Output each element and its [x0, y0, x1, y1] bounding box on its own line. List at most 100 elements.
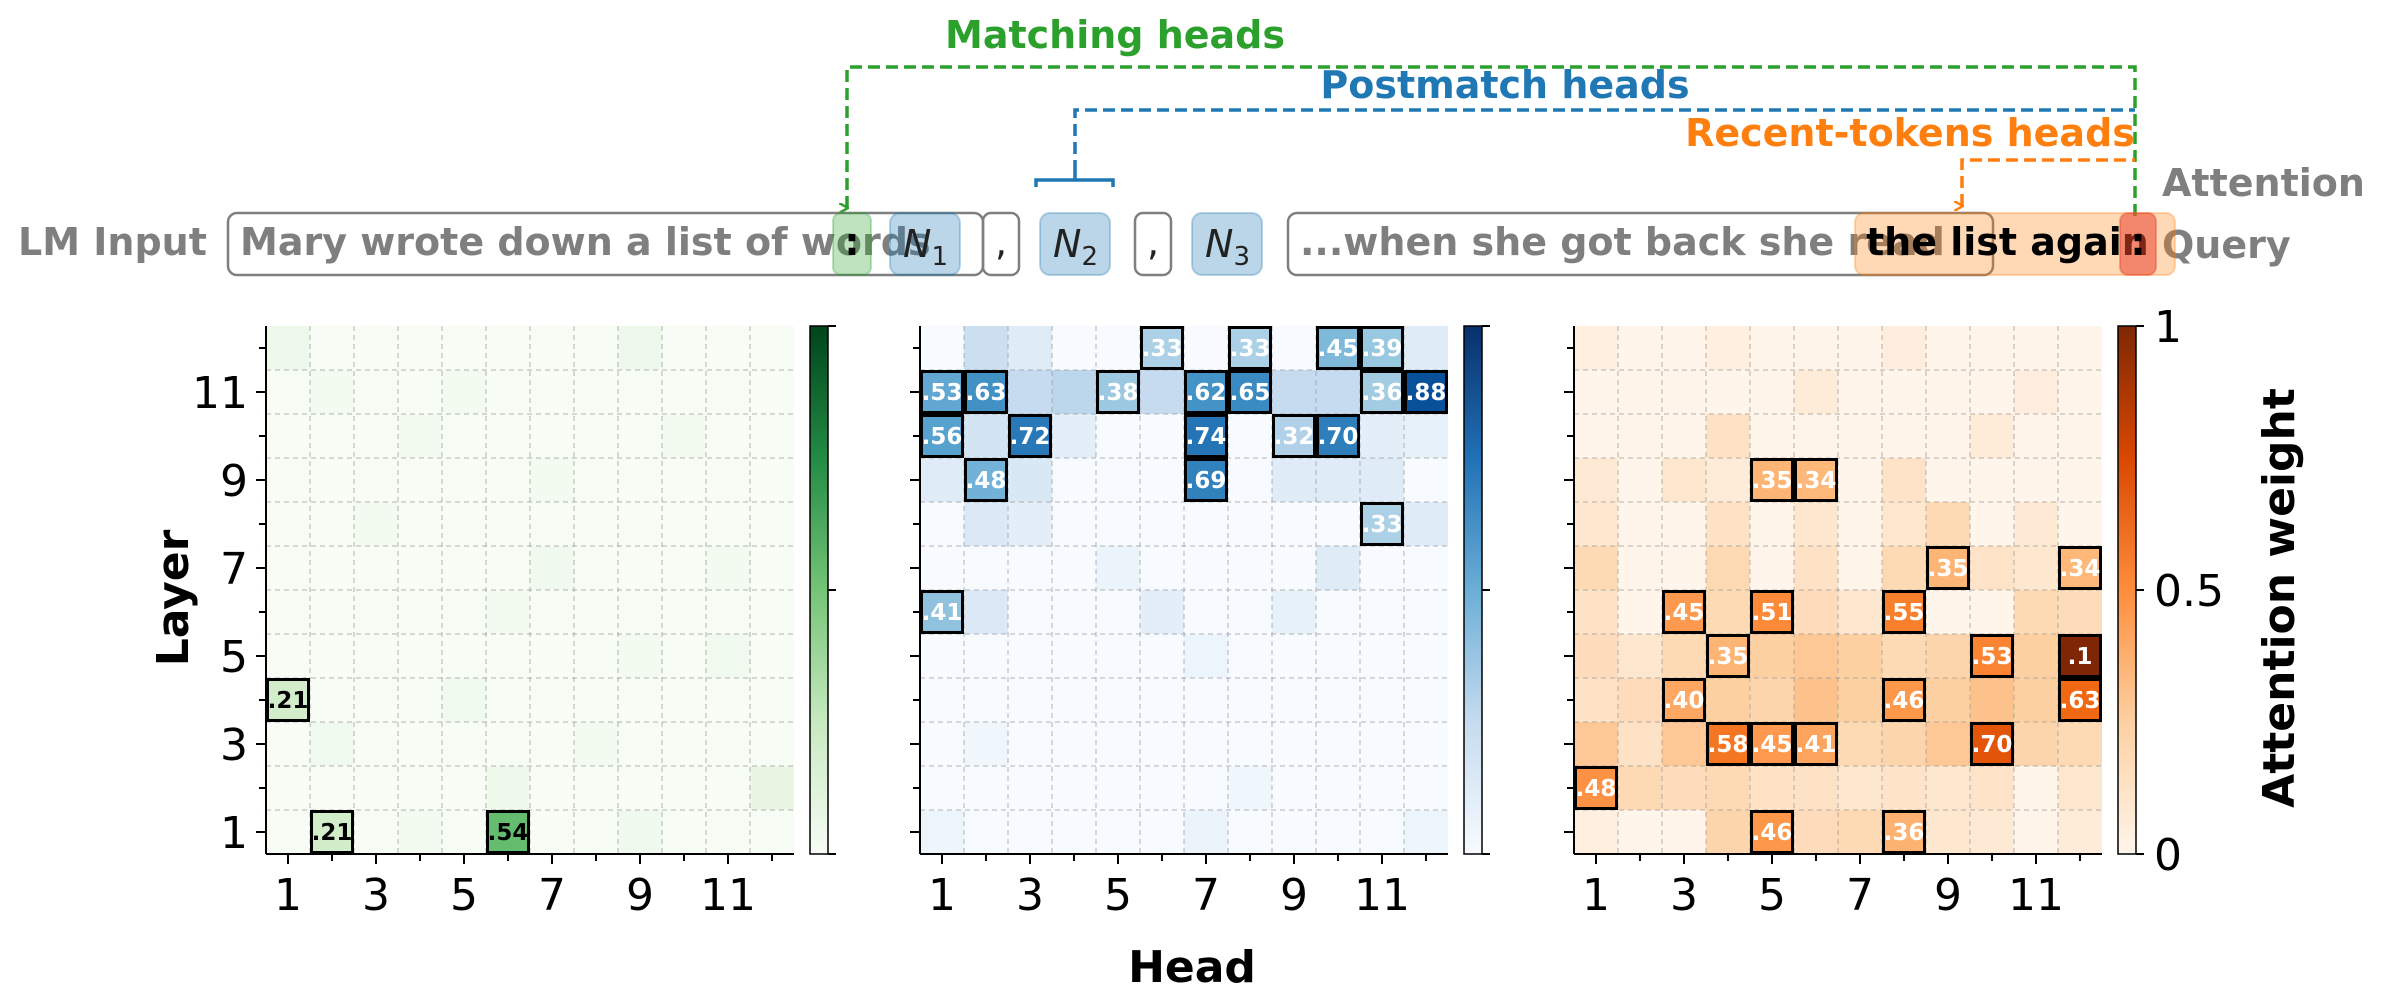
heatmap-highlight-box — [1272, 414, 1316, 458]
heatmap-cell — [1272, 370, 1316, 414]
heatmap-cell-label: .32 — [1274, 424, 1315, 450]
heatmap-cell — [1184, 634, 1228, 678]
heatmap-cell — [706, 634, 750, 678]
heatmap-cell — [618, 326, 662, 370]
heatmap-cell-label: .53 — [922, 380, 963, 406]
heatmap-highlight-box — [1882, 810, 1926, 854]
heatmap-cell — [1706, 722, 1750, 766]
heatmap-cell — [1882, 502, 1926, 546]
x-tick-label: 1 — [928, 870, 956, 921]
x-tick-label: 7 — [1846, 870, 1874, 921]
heatmap-cell — [920, 590, 964, 634]
x-tick-label: 5 — [1104, 870, 1132, 921]
matching-heads-label: Matching heads — [945, 13, 1285, 57]
postmatch-heads-label: Postmatch heads — [1320, 63, 1689, 107]
x-tick-label: 7 — [1192, 870, 1220, 921]
heatmap-cell — [964, 722, 1008, 766]
heatmap-cell — [1838, 590, 1882, 634]
heatmap-cell — [1140, 370, 1184, 414]
heatmap-highlight-box — [1926, 546, 1970, 590]
heatmap-highlight-box — [1794, 458, 1838, 502]
colorbar-tick-label: 0.5 — [2154, 566, 2224, 617]
heatmap-cell — [1662, 722, 1706, 766]
token-n2: N2 — [1053, 222, 1098, 272]
heatmap-highlight-box — [1096, 370, 1140, 414]
token-context-text: Mary wrote down a list of words — [240, 220, 931, 264]
heatmap-cell — [486, 590, 530, 634]
heatmap-cell — [1706, 502, 1750, 546]
heatmap-cell — [920, 414, 964, 458]
heatmap-cell — [1882, 678, 1926, 722]
heatmap-cell-label: .46 — [1884, 688, 1925, 714]
heatmap-cell — [1574, 546, 1618, 590]
heatmap-highlight-box — [1008, 414, 1052, 458]
heatmap-cell-label: .72 — [1010, 424, 1051, 450]
heatmap-cell — [750, 766, 794, 810]
heatmap-cell — [920, 370, 964, 414]
heatmap-cell — [1574, 722, 1618, 766]
heatmap-cell-label: .48 — [966, 468, 1007, 494]
heatmap-cell — [1360, 326, 1404, 370]
heatmap-cell — [2058, 634, 2102, 678]
heatmap-highlight-box — [1750, 458, 1794, 502]
heatmap-cell — [1882, 590, 1926, 634]
heatmap-cell — [1574, 458, 1618, 502]
heatmap-cell — [1794, 766, 1838, 810]
heatmap-cell — [310, 810, 354, 854]
heatmap-cell-label: .36 — [1884, 820, 1925, 846]
heatmap-cell — [1970, 722, 2014, 766]
y-tick-label: 9 — [220, 456, 248, 507]
heatmap-cell — [1096, 546, 1140, 590]
x-tick-label: 5 — [1758, 870, 1786, 921]
heatmap-highlight-box — [964, 370, 1008, 414]
heatmap-highlight-box — [1316, 326, 1360, 370]
heatmap-cell — [1926, 678, 1970, 722]
heatmap-cell — [964, 370, 1008, 414]
colorbar — [2117, 325, 2137, 855]
heatmap-cell — [1618, 722, 1662, 766]
x-tick-label: 11 — [700, 870, 756, 921]
heatmap-highlight-box — [2058, 546, 2102, 590]
heatmap-cell-label: .62 — [1186, 380, 1227, 406]
heatmap-cell — [1706, 766, 1750, 810]
heatmap-cell — [1618, 634, 1662, 678]
heatmap-cell — [1794, 722, 1838, 766]
token-when-box — [1286, 211, 1995, 277]
heatmap-cell — [1404, 370, 1448, 414]
heatmap-cell — [1008, 370, 1052, 414]
heatmap-cell — [1404, 502, 1448, 546]
heatmap-cell-label: .46 — [1752, 820, 1793, 846]
token-list-again-box — [1854, 212, 2176, 276]
heatmap-cell — [1750, 590, 1794, 634]
heatmap-cell — [1882, 722, 1926, 766]
recent-tokens-heads-label: Recent-tokens heads — [1685, 111, 2135, 155]
heatmap-cell — [2058, 546, 2102, 590]
heatmap-cell — [486, 810, 530, 854]
heatmap-cell — [1574, 634, 1618, 678]
heatmap-cell-label: .36 — [1362, 380, 1403, 406]
heatmap-cell — [2058, 678, 2102, 722]
heatmap-cell — [1706, 810, 1750, 854]
heatmap-cell — [1574, 678, 1618, 722]
heatmap-cell — [1750, 458, 1794, 502]
heatmap-highlight-box — [2058, 678, 2102, 722]
query-label: Query — [2162, 223, 2291, 267]
heatmap-cell — [1662, 766, 1706, 810]
heatmap-cell — [1970, 634, 2014, 678]
heatmap-cell — [1926, 766, 1970, 810]
heatmap-cell — [2014, 722, 2058, 766]
heatmap-cell — [964, 458, 1008, 502]
heatmap-highlight-box — [1184, 458, 1228, 502]
postmatch-bracket — [1073, 108, 2135, 172]
recent-bracket — [1962, 158, 2135, 206]
token-colon-box — [832, 212, 872, 276]
x-tick-label: 11 — [1354, 870, 1410, 921]
heatmap-highlight-box — [1140, 326, 1184, 370]
heatmap-cell-label: .39 — [1362, 336, 1403, 362]
heatmap-panels: .21.54.211 3 5 7 9 111357911.33.33.45.39.53.6… — [192, 302, 2224, 921]
heatmap-cell — [1662, 678, 1706, 722]
heatmap-cell — [1184, 370, 1228, 414]
heatmap-cell — [1228, 370, 1272, 414]
heatmap-cell-label: .56 — [922, 424, 963, 450]
heatmap-cell — [1404, 326, 1448, 370]
